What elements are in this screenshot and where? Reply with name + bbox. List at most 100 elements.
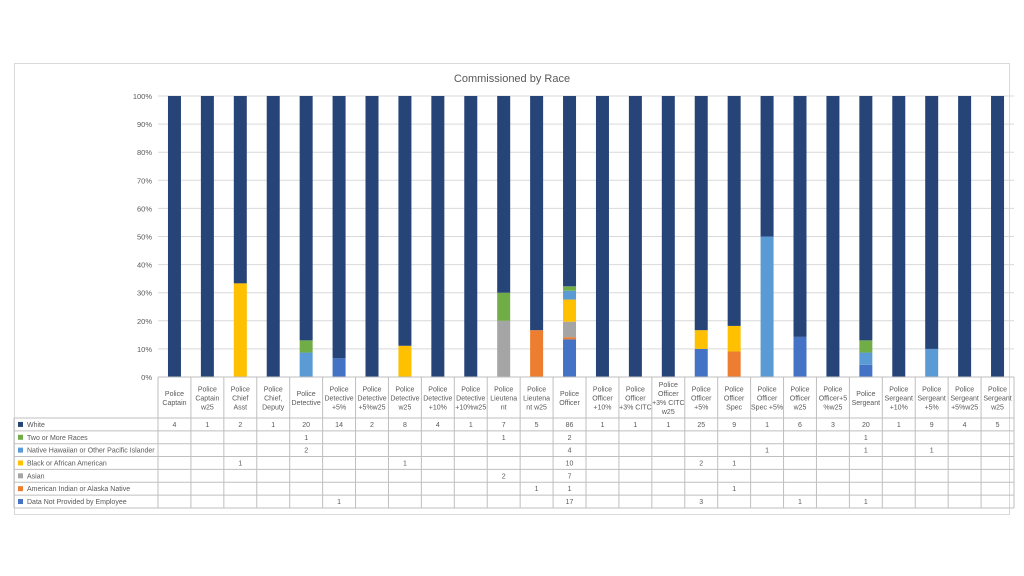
bar-segment xyxy=(365,96,379,377)
bar-segment xyxy=(727,96,741,326)
legend-swatch xyxy=(18,499,23,505)
bar-segment xyxy=(826,96,840,377)
bar-segment xyxy=(299,352,313,377)
x-tick-label: Police Detective +5%w25 xyxy=(357,387,386,412)
data-label: 1 xyxy=(864,435,868,442)
data-label: 9 xyxy=(732,422,736,429)
y-tick-label: 90% xyxy=(137,120,152,129)
x-tick-label: Police Officer Spec +5% xyxy=(751,387,783,412)
legend-entry: Data Not Provided by Employee xyxy=(27,499,127,506)
bar-segment xyxy=(398,96,412,346)
bar-segment xyxy=(332,358,346,377)
bar-segment xyxy=(563,321,577,338)
legend-entry: American Indian or Alaska Native xyxy=(27,486,130,493)
x-tick-label: Police Sergeant xyxy=(852,391,880,407)
bar-segment xyxy=(628,96,642,377)
data-label: 1 xyxy=(469,422,473,429)
bar-segment xyxy=(332,96,346,359)
bar-segment xyxy=(760,96,774,237)
x-tick-label: Police Detective xyxy=(292,391,321,407)
bar-segment xyxy=(694,330,708,349)
legend-swatch xyxy=(18,447,23,453)
data-label: 1 xyxy=(502,435,506,442)
data-label: 14 xyxy=(335,422,343,429)
data-label: 3 xyxy=(831,422,835,429)
x-tick-label: Police Officer +5% xyxy=(691,387,712,412)
bar-segment xyxy=(925,348,939,377)
x-tick-label: Police Captain w25 xyxy=(195,387,219,412)
chart-frame xyxy=(14,63,1010,515)
data-label: 1 xyxy=(535,486,539,493)
data-label: 4 xyxy=(963,422,967,429)
bar-segment xyxy=(167,96,181,377)
data-label: 1 xyxy=(765,448,769,455)
data-label: 1 xyxy=(403,460,407,467)
bar-segment xyxy=(530,330,544,377)
bar-segment xyxy=(530,96,544,331)
bar-segment xyxy=(859,340,873,353)
bar-segment xyxy=(200,96,214,377)
data-label: 7 xyxy=(568,473,572,480)
data-label: 7 xyxy=(502,422,506,429)
data-label: 1 xyxy=(864,499,868,506)
x-tick-label: Police Officer +3% CITC xyxy=(619,387,651,412)
y-tick-label: 70% xyxy=(137,176,152,185)
x-tick-label: Police Detective w25 xyxy=(390,387,419,412)
x-tick-label: Police Officer w25 xyxy=(790,387,811,412)
x-tick-label: Police Officer xyxy=(559,391,580,407)
data-label: 1 xyxy=(765,422,769,429)
data-label: 4 xyxy=(568,448,572,455)
x-tick-label: Police Lieutena nt w25 xyxy=(523,387,550,412)
legend-entry: White xyxy=(27,422,45,429)
data-label: 1 xyxy=(271,422,275,429)
data-label: 3 xyxy=(699,499,703,506)
bar-segment xyxy=(991,96,1005,377)
x-tick-label: Police Captain xyxy=(162,391,186,407)
data-label: 1 xyxy=(930,448,934,455)
bar-segment xyxy=(431,96,445,377)
legend-entry: Asian xyxy=(27,473,45,480)
data-label: 5 xyxy=(996,422,1000,429)
data-label: 6 xyxy=(798,422,802,429)
data-label: 20 xyxy=(302,422,310,429)
data-label: 2 xyxy=(699,460,703,467)
bar-segment xyxy=(859,352,873,365)
data-label: 1 xyxy=(205,422,209,429)
data-label: 1 xyxy=(864,448,868,455)
bar-segment xyxy=(859,96,873,341)
data-label: 1 xyxy=(732,460,736,467)
x-tick-label: Police Chief, Deputy xyxy=(262,387,285,412)
bar-segment xyxy=(694,348,708,377)
x-tick-label: Police Officer +10% xyxy=(592,387,613,412)
data-label: 4 xyxy=(173,422,177,429)
legend-entry: Two or More Races xyxy=(27,435,88,442)
data-label: 10 xyxy=(566,460,574,467)
bar-segment xyxy=(892,96,906,377)
x-tick-label: Police Chief Asst xyxy=(231,387,250,412)
x-tick-label: Police Lieutena nt xyxy=(490,387,517,412)
data-label: 86 xyxy=(566,422,574,429)
data-label: 1 xyxy=(238,460,242,467)
data-label: 5 xyxy=(535,422,539,429)
bar-segment xyxy=(563,286,577,291)
bar-segment xyxy=(661,96,675,377)
data-label: 2 xyxy=(568,435,572,442)
data-label: 4 xyxy=(436,422,440,429)
data-label: 20 xyxy=(862,422,870,429)
legend-swatch xyxy=(18,460,23,466)
y-tick-label: 80% xyxy=(137,148,152,157)
x-tick-label: Police Officer+5 %w25 xyxy=(819,387,848,412)
data-label: 1 xyxy=(337,499,341,506)
bar-segment xyxy=(793,336,807,377)
bar-segment xyxy=(563,96,577,287)
data-label: 2 xyxy=(370,422,374,429)
bar-segment xyxy=(727,325,741,352)
data-label: 1 xyxy=(897,422,901,429)
y-tick-label: 20% xyxy=(137,317,152,326)
x-tick-label: Police Detective +10%w25 xyxy=(455,387,486,412)
bar-segment xyxy=(464,96,478,377)
bar-segment xyxy=(760,236,774,377)
data-label: 17 xyxy=(566,499,574,506)
bar-segment xyxy=(497,320,511,377)
